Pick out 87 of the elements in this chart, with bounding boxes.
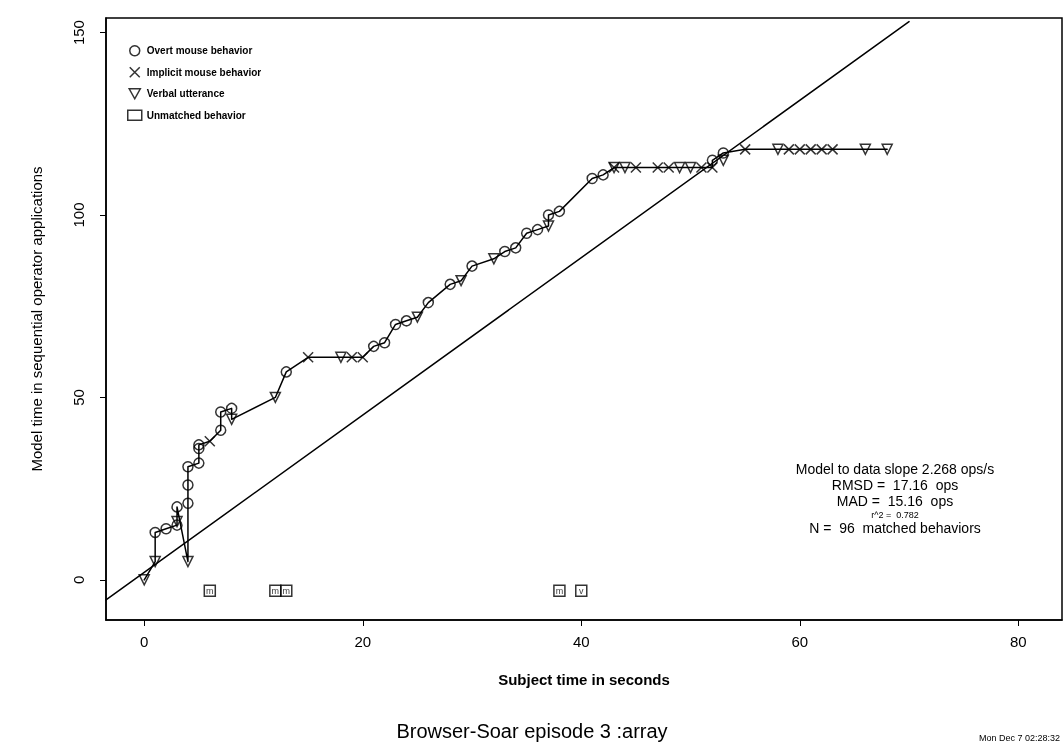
x-tick-label: 20 <box>354 633 372 650</box>
point <box>171 519 183 531</box>
point <box>684 161 697 174</box>
point <box>302 351 314 364</box>
data-label: m <box>206 585 214 596</box>
x-axis-title: Subject time in seconds <box>498 671 670 688</box>
point <box>280 366 293 378</box>
x-tick-label: 0 <box>140 633 149 650</box>
y-axis-title: Model time in sequential operator applications <box>28 166 45 472</box>
point <box>826 143 839 156</box>
data-label: m <box>282 585 291 596</box>
point <box>444 278 456 291</box>
point <box>673 161 686 174</box>
data-label: m <box>555 585 564 596</box>
annotation: RMSD = 17.16 ops <box>831 477 959 493</box>
point <box>815 143 828 156</box>
point <box>422 296 435 309</box>
point <box>389 318 402 331</box>
point <box>182 479 194 491</box>
x-tick-label: 80 <box>1009 633 1027 650</box>
point <box>160 523 172 535</box>
legend-label: Verbal utterance <box>146 88 225 100</box>
point <box>149 526 161 539</box>
x-tick-label: 60 <box>791 633 809 650</box>
y-tick-label: 150 <box>70 20 87 46</box>
point <box>335 351 347 364</box>
annotation: Model to data slope 2.268 ops/s <box>795 461 995 477</box>
point <box>400 315 413 327</box>
point <box>214 406 227 418</box>
point <box>804 143 817 156</box>
point <box>357 351 369 364</box>
point <box>411 311 424 323</box>
point <box>149 555 161 568</box>
legend-label: Overt mouse behavior <box>146 45 253 57</box>
point <box>739 143 751 156</box>
point <box>652 161 664 174</box>
annotation: N = 96 matched behaviors <box>809 520 981 536</box>
legend-label: Implicit mouse behavior <box>146 66 262 78</box>
legend-label: Unmatched behavior <box>146 109 246 121</box>
point <box>520 227 533 240</box>
point <box>225 413 238 426</box>
point <box>171 501 183 513</box>
x-tick-label: 40 <box>572 633 590 650</box>
point <box>171 515 183 528</box>
annotation: MAD = 15.16 ops <box>836 493 954 509</box>
point <box>378 336 391 349</box>
point <box>783 143 795 156</box>
point <box>466 260 478 272</box>
point <box>499 245 511 258</box>
point <box>531 223 544 236</box>
point <box>706 154 719 167</box>
point <box>455 274 467 287</box>
point <box>138 574 150 586</box>
text: Mon Dec 7 02:28:32 <box>978 732 1061 743</box>
text: Browser-Soar episode 3 :array <box>396 720 668 742</box>
point <box>794 143 806 156</box>
point <box>553 205 566 218</box>
data-label: m <box>271 585 280 596</box>
point <box>182 461 194 473</box>
annotation: r^2 = 0.782 <box>871 509 919 520</box>
point <box>225 402 238 415</box>
point <box>881 143 893 156</box>
point <box>717 147 730 159</box>
point <box>630 161 642 174</box>
point <box>509 242 522 254</box>
point <box>346 351 358 364</box>
data-label: v <box>579 585 585 596</box>
point <box>182 497 194 509</box>
point <box>859 143 872 156</box>
point <box>269 391 282 404</box>
point <box>717 154 730 167</box>
point <box>193 457 205 469</box>
point <box>214 424 227 437</box>
point <box>662 161 675 174</box>
point <box>772 143 784 156</box>
point <box>619 161 631 174</box>
y-tick-label: 50 <box>70 389 87 406</box>
point <box>542 220 555 232</box>
y-tick-label: 0 <box>70 575 87 585</box>
point <box>182 555 194 568</box>
point <box>695 161 708 174</box>
point <box>706 161 719 174</box>
point <box>542 209 555 221</box>
y-tick-label: 100 <box>70 202 87 228</box>
point <box>367 340 380 353</box>
point <box>488 253 500 265</box>
point <box>586 172 598 185</box>
